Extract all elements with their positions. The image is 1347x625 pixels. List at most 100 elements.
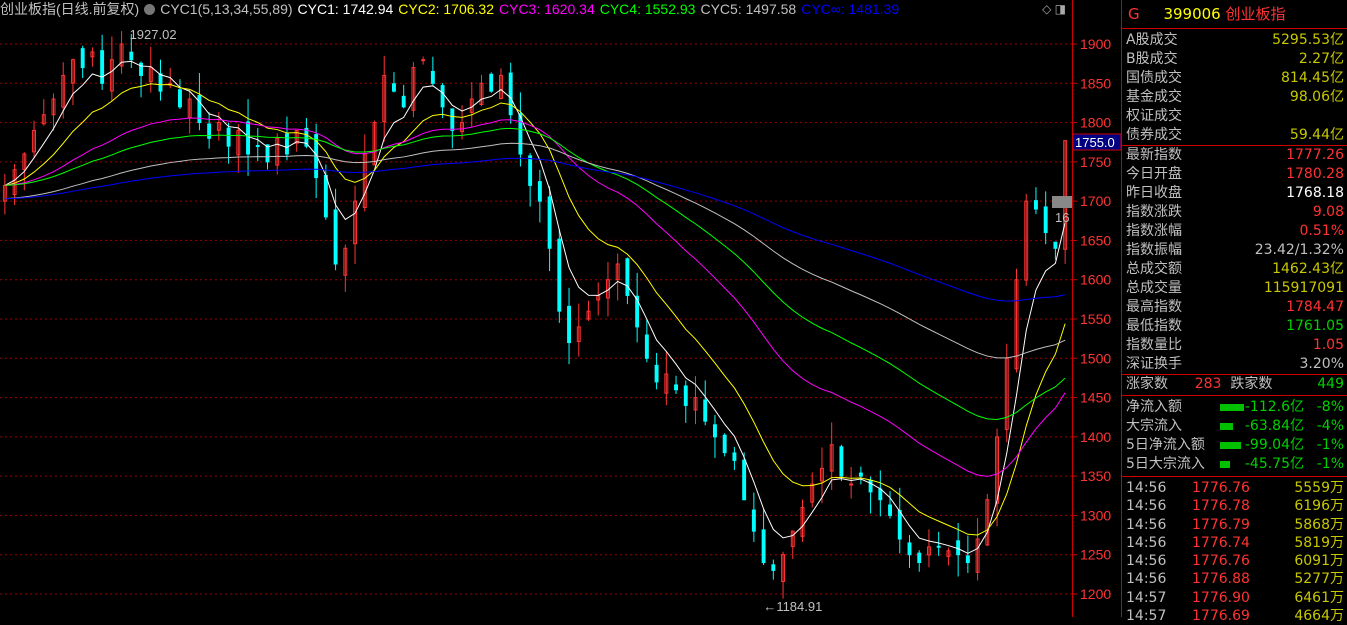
quote-row: 最低指数 1761.05 <box>1122 317 1347 336</box>
candle-body <box>975 538 980 573</box>
quote-value: 814.45亿 <box>1281 70 1344 86</box>
candle-body <box>158 73 163 92</box>
quote-row: 今日开盘 1780.28 <box>1122 165 1347 184</box>
candle-body <box>528 155 533 186</box>
candle-body <box>197 95 202 124</box>
quote-row: 最高指数 1784.47 <box>1122 298 1347 317</box>
quote-label: 国债成交 <box>1126 70 1182 86</box>
flow-row: 5日净流入额 -99.04亿 -1% <box>1122 436 1347 455</box>
quote-panel: G 399006 创业板指 A股成交 5295.53亿 B股成交 2.27亿 国债成交 8… <box>1122 0 1347 624</box>
candle-body <box>926 546 931 556</box>
quote-label: 指数振幅 <box>1126 242 1182 258</box>
quote-label: A股成交 <box>1126 32 1178 48</box>
code-prefix: G <box>1128 5 1140 23</box>
tick-volume: 5819万 <box>1294 534 1344 551</box>
candle-body <box>148 67 153 83</box>
tick-time: 14:56 <box>1126 498 1167 515</box>
up-count-label: 涨家数 <box>1126 376 1168 392</box>
tick-time: 14:56 <box>1126 480 1167 496</box>
indicator-dropdown-icon[interactable] <box>144 4 156 15</box>
tick-time: 14:56 <box>1126 571 1167 588</box>
cursor-box <box>1052 196 1072 208</box>
tick-price: 1776.78 <box>1192 498 1250 515</box>
flow-row: 净流入额 -112.6亿 -8% <box>1122 398 1347 417</box>
quote-row: 权证成交 <box>1122 107 1347 126</box>
candle-body <box>32 129 37 153</box>
candle-body <box>518 113 523 155</box>
candle-body <box>790 530 795 547</box>
candle-body <box>1033 200 1038 210</box>
candle-body <box>810 483 815 503</box>
tick-volume: 5277万 <box>1294 571 1344 588</box>
candle-body <box>353 200 358 245</box>
candle-body <box>537 181 542 202</box>
quote-row: 国债成交 814.45亿 <box>1122 69 1347 88</box>
index-code: 399006 <box>1163 5 1221 23</box>
quote-row: 总成交量 115917091 <box>1122 279 1347 298</box>
candle-body <box>722 434 727 454</box>
y-tick-label: 1350 <box>1080 468 1111 484</box>
up-count: 283 <box>1194 376 1222 392</box>
quote-label: 总成交量 <box>1126 280 1182 296</box>
breadth-row: 涨家数 283 跌家数 449 <box>1122 375 1347 396</box>
cyc-value-4: CYC4: 1552.93 <box>599 1 696 17</box>
candle-body <box>946 550 951 558</box>
tick-row: 14:56 1776.76 5559万 <box>1122 479 1347 497</box>
down-count-label: 跌家数 <box>1230 376 1273 392</box>
candle-body <box>644 334 649 359</box>
indicator-name[interactable]: CYC1(5,13,34,55,89) <box>160 1 293 17</box>
axis-divider <box>1072 0 1073 617</box>
tick-volume: 5559万 <box>1294 480 1344 496</box>
quote-label: 权证成交 <box>1126 108 1182 124</box>
candle-body <box>664 373 669 394</box>
quote-value: 1777.26 <box>1286 147 1344 163</box>
candle-body <box>333 209 338 265</box>
quote-value: 98.06亿 <box>1289 89 1344 105</box>
candle-body <box>70 59 75 84</box>
candle-body <box>674 384 679 391</box>
tick-price: 1776.90 <box>1192 589 1250 606</box>
candle-body <box>567 305 572 344</box>
ma-line-5 <box>4 142 1066 359</box>
y-tick-label: 1800 <box>1080 115 1111 131</box>
quote-value: 1.05 <box>1312 337 1344 353</box>
candle-body <box>479 82 484 105</box>
candle-body <box>936 545 941 548</box>
quote-row: B股成交 2.27亿 <box>1122 50 1347 69</box>
flow-pct: -1% <box>1316 437 1344 453</box>
candle-body <box>878 488 883 501</box>
tick-row: 14:56 1776.76 6091万 <box>1122 552 1347 570</box>
quote-value: 3.20% <box>1299 356 1344 372</box>
diamond-icon[interactable]: ◇ <box>1042 2 1052 16</box>
candle-body <box>109 59 114 92</box>
y-tick-label: 1450 <box>1080 390 1111 406</box>
candlestick-chart[interactable]: 1200 1250 1300 1350 1400 1450 1500 1550 1600 1650… <box>0 0 1122 617</box>
candle-body <box>22 153 27 171</box>
candle-body <box>1043 206 1048 234</box>
candle-body <box>119 43 124 67</box>
flow-bar <box>1220 404 1244 411</box>
flow-bar <box>1220 423 1234 430</box>
quote-row: 基金成交 98.06亿 <box>1122 88 1347 107</box>
tick-volume: 5868万 <box>1294 516 1344 533</box>
candle-body <box>275 137 280 166</box>
candle-body <box>781 554 786 582</box>
quote-row: 指数量比 1.05 <box>1122 336 1347 355</box>
low-annotation: ←1184.91 <box>763 599 822 614</box>
candle-body <box>226 127 231 147</box>
candle-body <box>829 444 834 472</box>
candle-body <box>819 467 824 482</box>
candle-body <box>246 121 251 155</box>
candle-body <box>956 540 961 556</box>
quote-label: 基金成交 <box>1126 89 1182 105</box>
candle-body <box>343 247 348 276</box>
candle-body <box>615 263 620 281</box>
panel-toggle-icon[interactable]: ◨ <box>1054 2 1066 16</box>
candle-body <box>2 184 7 202</box>
quote-value: 2.27亿 <box>1298 51 1344 67</box>
flow-label: 净流入额 <box>1126 399 1182 415</box>
tick-row: 14:56 1776.74 5819万 <box>1122 534 1347 552</box>
tick-row: 14:56 1776.88 5277万 <box>1122 570 1347 588</box>
quote-row: 总成交额 1462.43亿 <box>1122 260 1347 279</box>
candle-body <box>547 196 552 249</box>
